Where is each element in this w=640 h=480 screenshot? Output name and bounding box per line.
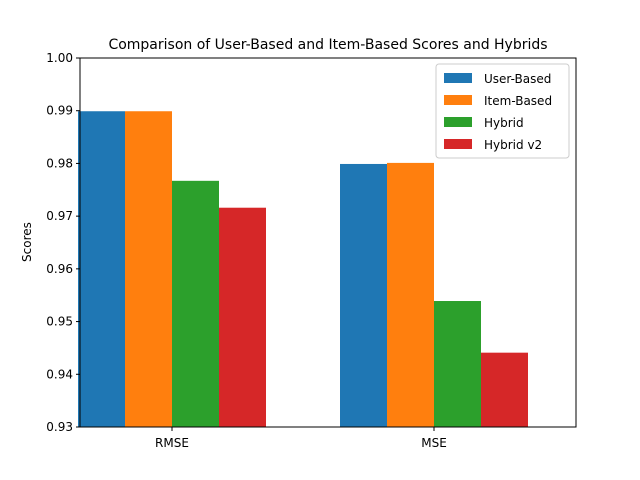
legend-label: Hybrid [484,116,524,130]
bar-rmse-hybrid [172,180,219,427]
bar-mse-user-based [340,163,387,427]
y-tick-label: 0.94 [46,367,73,381]
y-tick-label: 0.95 [46,315,73,329]
legend-swatch [444,139,472,149]
bar-rmse-item-based [125,111,172,428]
legend: User-Based Item-Based Hybrid Hybrid v2 [435,63,570,159]
y-tick-label: 0.99 [46,104,73,118]
chart-title: Comparison of User-Based and Item-Based … [108,37,547,53]
bar-rmse-user-based [78,111,125,428]
legend-label: Hybrid v2 [484,138,542,152]
axes-frame [79,57,577,428]
plot-area [78,57,577,428]
y-tick-label: 0.96 [46,262,73,276]
bar-mse-hybrid-v2 [481,352,528,427]
y-axis-label: Scores [20,222,34,262]
bar-rmse-hybrid-v2 [219,207,266,427]
y-axis: 0.93 0.94 0.95 0.96 0.97 0.98 0.99 1.00 [46,51,80,434]
x-tick-label: RMSE [155,436,189,450]
x-tick-label: MSE [421,436,447,450]
y-tick-label: 0.98 [46,156,73,170]
bar-mse-item-based [387,162,434,427]
legend-swatch [444,73,472,83]
bar-mse-hybrid [434,301,481,427]
legend-label: User-Based [484,72,551,86]
y-tick-label: 0.93 [46,420,73,434]
y-tick-label: 0.97 [46,209,73,223]
legend-swatch [444,117,472,127]
y-tick-label: 1.00 [46,51,73,65]
legend-swatch [444,95,472,105]
legend-label: Item-Based [484,94,552,108]
x-axis: RMSE MSE [155,427,447,450]
legend-box [435,63,570,159]
